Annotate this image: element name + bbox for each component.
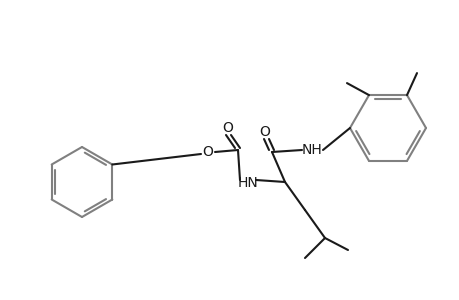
Text: HN: HN bbox=[237, 176, 258, 190]
Text: O: O bbox=[259, 125, 270, 139]
Text: O: O bbox=[222, 121, 233, 135]
Text: O: O bbox=[202, 145, 213, 159]
Text: NH: NH bbox=[301, 143, 322, 157]
